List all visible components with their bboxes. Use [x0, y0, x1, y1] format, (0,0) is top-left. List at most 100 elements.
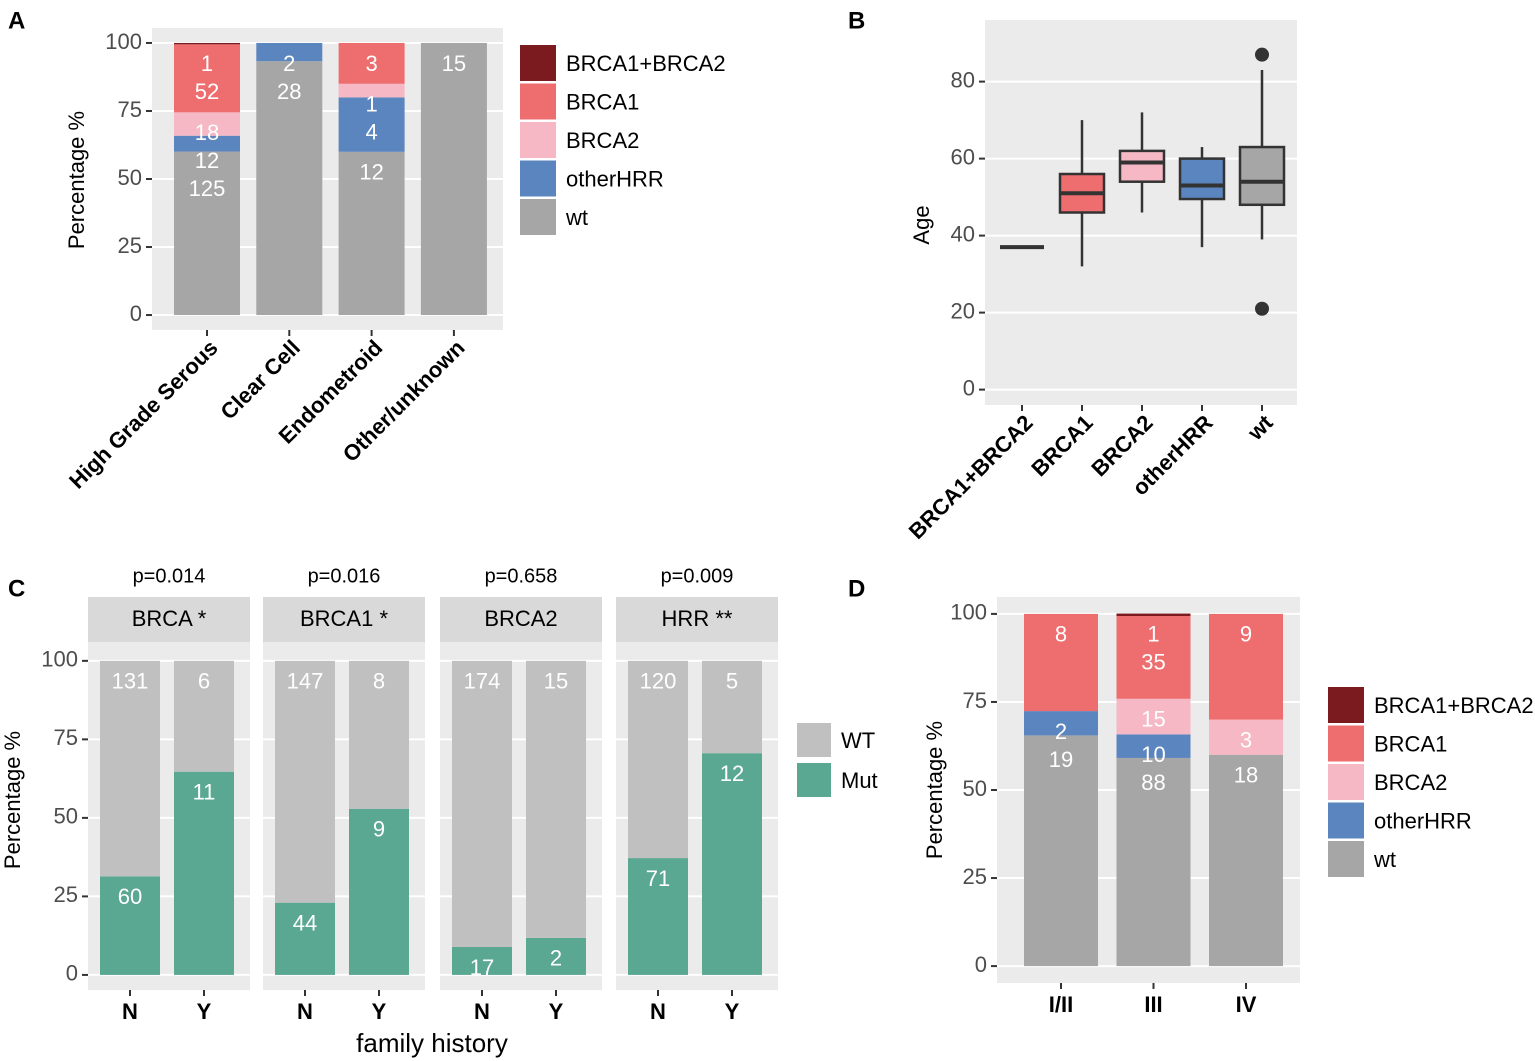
x-tick-label: Y	[549, 999, 564, 1024]
x-tick-label: High Grade Serous	[64, 335, 223, 494]
x-tick-label: I/II	[1049, 992, 1073, 1017]
count-label: 8	[1055, 622, 1067, 647]
bar-segment	[100, 876, 160, 975]
bar-segment	[628, 858, 688, 975]
box	[1238, 145, 1286, 207]
legend-label: wt	[565, 205, 588, 230]
bar-segment	[100, 660, 160, 877]
count-label: 1	[365, 92, 377, 117]
bar-segment	[174, 151, 240, 316]
facet-strip	[616, 597, 778, 642]
count-label: 6	[198, 669, 210, 694]
bar-segment	[1024, 613, 1098, 712]
count-label: 2	[1055, 719, 1067, 744]
bar-segment	[338, 97, 405, 152]
y-tick-label: 75	[963, 688, 987, 713]
legend-key	[520, 160, 556, 197]
x-axis-title: family history	[356, 1028, 508, 1058]
bar-segment	[1116, 616, 1191, 699]
legend-key	[1328, 802, 1364, 839]
box	[1178, 157, 1226, 201]
legend-label: wt	[1373, 847, 1396, 872]
count-label: 60	[118, 884, 142, 909]
facet-title: BRCA1 *	[300, 606, 388, 631]
bar-segment	[349, 660, 409, 809]
facet-strip	[440, 597, 602, 642]
count-label: 3	[365, 51, 377, 76]
bar-segment	[338, 151, 405, 316]
legend-label: otherHRR	[1374, 808, 1472, 833]
x-tick-label: Y	[197, 999, 212, 1024]
facet-annotation: p=0.016	[308, 565, 381, 587]
panel-letter: D	[848, 575, 865, 602]
count-label: 15	[1141, 707, 1165, 732]
y-axis-title: Percentage %	[0, 731, 25, 869]
legend-key	[1328, 764, 1364, 800]
count-label: 10	[1141, 742, 1165, 767]
x-tick-label: N	[474, 999, 490, 1024]
y-tick-label: 0	[66, 961, 78, 986]
bar-segment	[1116, 613, 1191, 617]
count-label: 19	[1049, 747, 1073, 772]
legend-key	[797, 723, 831, 757]
panel-letter: C	[8, 575, 25, 602]
legend-label: BRCA1	[566, 89, 639, 114]
count-label: 12	[359, 160, 383, 185]
x-tick-label: Y	[725, 999, 740, 1024]
count-label: 120	[640, 669, 677, 694]
count-label: 15	[544, 669, 568, 694]
bar-segment	[526, 937, 586, 975]
bar-segment	[275, 660, 335, 903]
bar-segment	[452, 660, 512, 947]
x-tick-label: wt	[1242, 410, 1278, 446]
y-tick-label: 50	[54, 804, 78, 829]
panel-letter: B	[848, 7, 865, 34]
x-tick-label: N	[650, 999, 666, 1024]
count-label: 52	[195, 79, 219, 104]
x-tick-label: Clear Cell	[215, 335, 304, 424]
count-label: 18	[1234, 763, 1258, 788]
legend-label: otherHRR	[566, 166, 664, 191]
facet-strip	[263, 597, 425, 642]
count-label: 71	[646, 866, 670, 891]
y-axis-title: Percentage %	[922, 721, 947, 859]
y-tick-label: 0	[130, 301, 142, 326]
y-tick-label: 75	[118, 97, 142, 122]
x-tick-label: III	[1144, 992, 1162, 1017]
y-tick-label: 100	[41, 647, 78, 672]
count-label: 15	[442, 51, 466, 76]
facet-strip	[88, 597, 250, 642]
bar-segment	[1209, 613, 1283, 720]
y-tick-label: 40	[951, 221, 975, 246]
count-label: 4	[365, 120, 377, 145]
y-tick-label: 0	[963, 375, 975, 400]
box	[1118, 149, 1166, 183]
count-label: 131	[112, 669, 149, 694]
count-label: 18	[195, 120, 219, 145]
bar-segment	[174, 135, 240, 152]
count-label: 9	[1240, 622, 1252, 647]
legend-label: Mut	[841, 768, 878, 793]
bar-segment	[174, 112, 240, 136]
legend-key	[520, 83, 556, 120]
legend-label: BRCA1+BRCA2	[566, 51, 726, 76]
legend-key	[797, 763, 831, 797]
count-label: 2	[283, 51, 295, 76]
bar-segment	[1209, 754, 1283, 967]
bar-segment	[526, 660, 586, 938]
legend-key	[1328, 841, 1364, 877]
bar-segment	[1024, 711, 1098, 736]
legend-key	[1328, 687, 1364, 723]
bar-segment	[256, 61, 323, 316]
y-axis-title: Percentage %	[64, 111, 89, 249]
bar-segment	[256, 42, 323, 62]
count-label: 44	[293, 910, 317, 935]
count-label: 2	[550, 946, 562, 971]
count-label: 8	[373, 669, 385, 694]
legend-label: BRCA1+BRCA2	[1374, 693, 1534, 718]
y-tick-label: 25	[54, 882, 78, 907]
facet-title: HRR **	[662, 606, 733, 631]
bar-segment	[1116, 734, 1191, 758]
count-label: 88	[1141, 770, 1165, 795]
y-tick-label: 50	[118, 165, 142, 190]
